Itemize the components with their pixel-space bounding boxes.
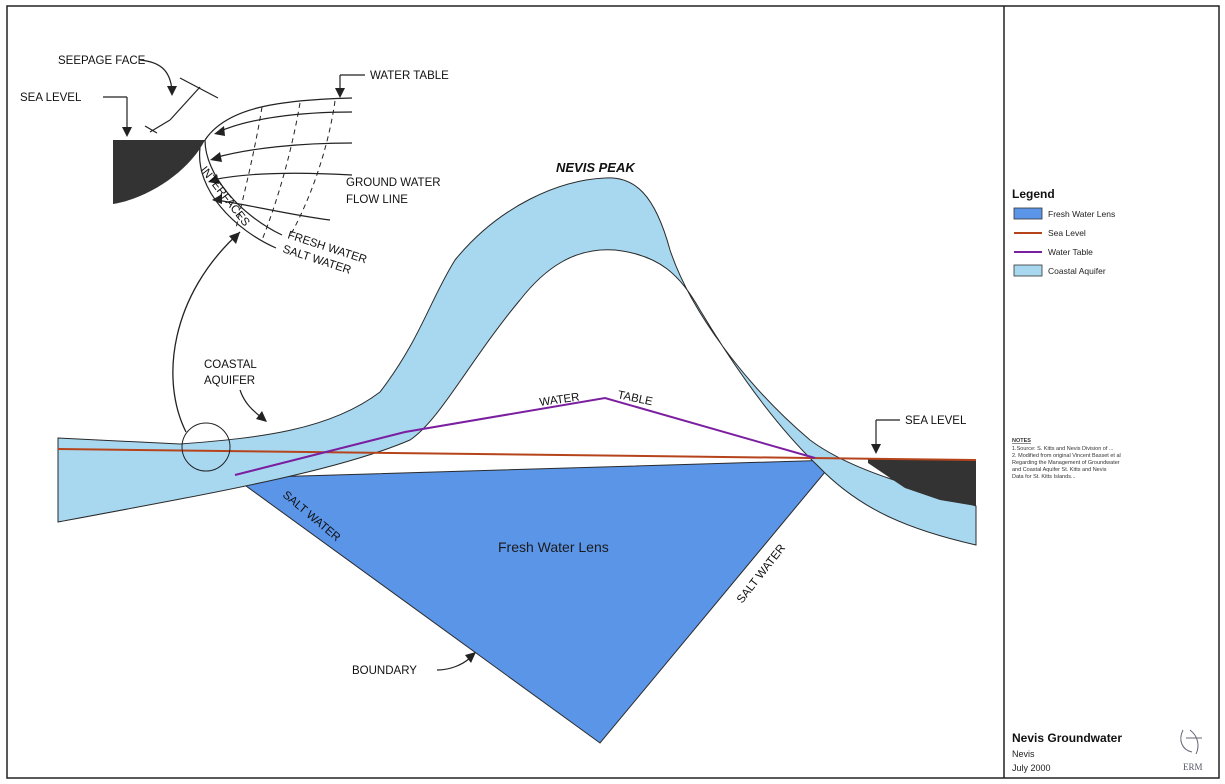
flow-arrowhead xyxy=(212,194,222,204)
legend-title: Legend xyxy=(1012,187,1055,201)
inset-interface-outer xyxy=(204,97,353,141)
label-nevis-peak: NEVIS PEAK xyxy=(556,160,636,175)
flow-arrowhead xyxy=(214,126,225,136)
legend-item: Coastal Aquifer xyxy=(1013,264,1106,277)
erm-logo-icon xyxy=(1180,729,1202,755)
inset-sea xyxy=(113,140,205,204)
label-water-table-inset: WATER TABLE xyxy=(370,70,449,82)
map-subtitle: Nevis xyxy=(1012,749,1035,759)
label-boundary: BOUNDARY xyxy=(352,665,417,677)
seepage-dimension-tick xyxy=(179,77,219,99)
label-coastal-aquifer-2: AQUIFER xyxy=(204,375,255,387)
magnifier-callout xyxy=(172,231,241,433)
inset-equipotential xyxy=(235,106,263,229)
title-block: Nevis Groundwater Nevis July 2000 ERM xyxy=(1012,729,1203,773)
legend-label: Water Table xyxy=(1048,247,1093,257)
seepage-dimension-line xyxy=(169,86,201,121)
flow-arrow xyxy=(211,172,353,181)
legend-item: Sea Level xyxy=(1014,228,1086,238)
water-table-line xyxy=(234,396,816,476)
notes-line: 1.Source: S. Kitts and Nevis Division of… xyxy=(1012,446,1114,452)
label-seepage-face: SEEPAGE FACE xyxy=(58,55,146,67)
sea-level-line xyxy=(57,448,977,461)
legend-label: Coastal Aquifer xyxy=(1048,266,1106,276)
fresh-water-lens xyxy=(233,459,837,744)
seepage-leader xyxy=(139,59,173,91)
legend-label: Fresh Water Lens xyxy=(1048,209,1115,219)
legend-item: Water Table xyxy=(1014,247,1093,257)
notes-block: NOTES 1.Source: S. Kitts and Nevis Divis… xyxy=(1012,438,1121,480)
seepage-dimension-tick xyxy=(144,125,158,134)
magnifier-circle xyxy=(181,422,231,472)
map-date: July 2000 xyxy=(1012,763,1051,773)
legend-panel: Legend Fresh Water Lens Sea Level Water Ta… xyxy=(1012,187,1115,277)
notes-lines: 1.Source: S. Kitts and Nevis Division of… xyxy=(1012,446,1121,480)
map-title: Nevis Groundwater xyxy=(1012,731,1122,745)
legend-label: Sea Level xyxy=(1048,228,1086,238)
label-sea-level-inset: SEA LEVEL xyxy=(20,92,82,104)
label-fresh-water-lens: Fresh Water Lens xyxy=(498,539,609,555)
seepage-dimension-tick xyxy=(149,119,171,133)
label-ground-water: GROUND WATER xyxy=(346,177,441,189)
flow-arrow xyxy=(215,199,331,221)
sea-right xyxy=(868,459,976,506)
notes-line: Regarding the Management of Groundwater xyxy=(1012,460,1120,466)
boundary-leader xyxy=(436,657,471,671)
flow-arrowhead xyxy=(210,152,222,162)
erm-logo-text: ERM xyxy=(1183,762,1203,772)
callout-arrowhead xyxy=(229,232,240,244)
notes-line: and Coastal Aquifer St. Kitts and Nevis xyxy=(1012,467,1107,473)
legend-swatch xyxy=(1013,264,1043,277)
coastal-aquifer-arrowhead xyxy=(256,411,267,422)
boundary-arrowhead xyxy=(465,652,476,663)
notes-line: Data for St. Kitts Islands... xyxy=(1012,474,1076,480)
erm-logo: ERM xyxy=(1180,729,1203,772)
label-sea-level-right: SEA LEVEL xyxy=(905,415,967,427)
label-coastal-aquifer-1: COASTAL xyxy=(204,359,257,371)
label-flow-line: FLOW LINE xyxy=(346,194,408,206)
legend-swatch xyxy=(1013,207,1043,220)
inset-equipotential xyxy=(261,102,301,241)
legend-items: Fresh Water Lens Sea Level Water Table Coas… xyxy=(1013,207,1115,277)
notes-line: 2. Modified from original Vincent Basset… xyxy=(1012,453,1121,459)
notes-title: NOTES xyxy=(1012,438,1031,444)
legend-item: Fresh Water Lens xyxy=(1013,207,1115,220)
flow-arrowhead xyxy=(208,174,219,184)
water-table-inset-arrowhead xyxy=(335,88,345,98)
coastal-aquifer xyxy=(57,177,977,546)
inset-interface-line xyxy=(199,147,277,249)
sea-level-right-arrowhead xyxy=(871,444,881,454)
label-water-table-word1: WATER xyxy=(539,391,581,408)
sea-level-inset-arrowhead xyxy=(122,127,132,137)
flow-arrow xyxy=(213,142,353,159)
flow-arrow xyxy=(217,111,353,133)
inset-interface-line xyxy=(204,139,283,236)
seepage-leader-arrowhead xyxy=(167,86,177,96)
